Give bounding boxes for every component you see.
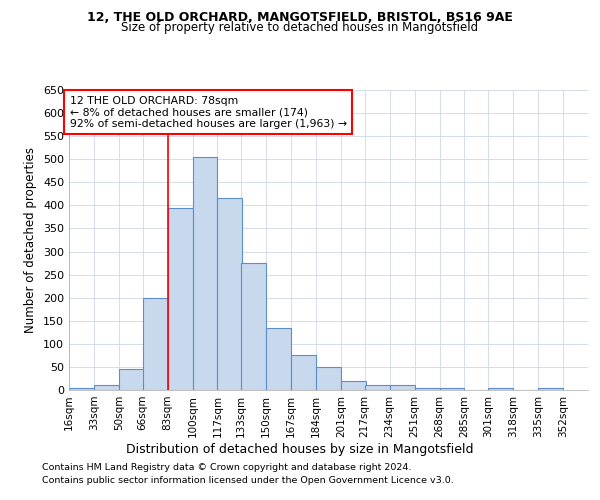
Bar <box>143 298 167 390</box>
Bar <box>119 369 144 390</box>
Bar <box>69 388 94 390</box>
Bar <box>193 157 217 390</box>
Bar <box>266 328 291 390</box>
Bar <box>415 388 440 390</box>
Text: Contains public sector information licensed under the Open Government Licence v3: Contains public sector information licen… <box>42 476 454 485</box>
Bar <box>291 356 316 390</box>
Bar <box>217 198 242 390</box>
Bar <box>167 208 193 390</box>
Bar <box>389 386 415 390</box>
Y-axis label: Number of detached properties: Number of detached properties <box>25 147 37 333</box>
Bar <box>365 386 389 390</box>
Bar <box>94 386 119 390</box>
Bar <box>440 388 464 390</box>
Text: 12 THE OLD ORCHARD: 78sqm
← 8% of detached houses are smaller (174)
92% of semi-: 12 THE OLD ORCHARD: 78sqm ← 8% of detach… <box>70 96 347 128</box>
Bar <box>316 367 341 390</box>
Bar <box>241 263 266 390</box>
Bar <box>341 381 366 390</box>
Text: Distribution of detached houses by size in Mangotsfield: Distribution of detached houses by size … <box>126 442 474 456</box>
Text: Size of property relative to detached houses in Mangotsfield: Size of property relative to detached ho… <box>121 22 479 35</box>
Bar <box>488 388 513 390</box>
Bar <box>538 388 563 390</box>
Text: 12, THE OLD ORCHARD, MANGOTSFIELD, BRISTOL, BS16 9AE: 12, THE OLD ORCHARD, MANGOTSFIELD, BRIST… <box>87 11 513 24</box>
Text: Contains HM Land Registry data © Crown copyright and database right 2024.: Contains HM Land Registry data © Crown c… <box>42 464 412 472</box>
